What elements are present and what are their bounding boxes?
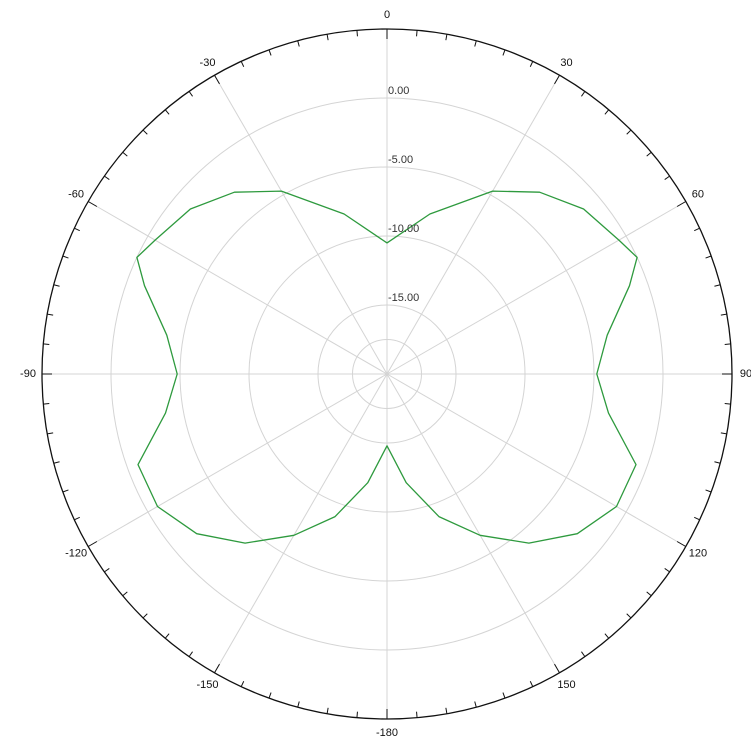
angle-tick (445, 34, 448, 41)
angle-tick-label: 150 (557, 679, 575, 691)
angle-tick (62, 255, 69, 259)
angle-tick (62, 489, 69, 493)
angle-tick (724, 403, 731, 405)
angle-tick (142, 613, 148, 619)
angle-tick (297, 701, 300, 708)
angle-tick (705, 255, 712, 259)
angle-tick (43, 343, 50, 345)
angle-tick (626, 613, 632, 619)
angle-tick (694, 227, 700, 232)
angle-tick (581, 651, 586, 657)
ring-label: 0.00 (388, 85, 409, 97)
angle-tick (74, 227, 80, 232)
grid-spoke (386, 201, 687, 375)
angle-tick (214, 663, 220, 674)
angle-tick (164, 633, 170, 639)
angle-tick (268, 692, 272, 699)
angle-tick (74, 516, 80, 521)
series-line (136, 190, 638, 544)
angle-tick (714, 461, 721, 464)
angle-tick (188, 651, 193, 657)
angle-tick (724, 343, 731, 345)
angle-tick (164, 109, 170, 115)
angle-tick (529, 61, 534, 67)
angle-tick (529, 681, 534, 687)
angle-tick (720, 313, 727, 316)
grid-spoke (386, 74, 560, 375)
angle-tick (676, 201, 687, 207)
angle-tick (240, 681, 245, 687)
angle-tick (474, 701, 477, 708)
angle-tick (53, 284, 60, 287)
angle-tick-label: -30 (200, 57, 216, 69)
angle-tick (142, 129, 148, 135)
angle-tick (604, 633, 610, 639)
angle-tick (694, 516, 700, 521)
angle-tick (502, 692, 506, 699)
ring-label: -10.00 (388, 223, 419, 235)
angle-tick (445, 707, 448, 714)
angle-tick-label: 0 (384, 9, 390, 21)
angle-tick (416, 30, 418, 37)
angle-tick (122, 591, 128, 597)
grid-spoke (214, 74, 388, 375)
angle-tick (664, 175, 670, 180)
angle-tick (268, 49, 272, 56)
grid-spoke (214, 373, 388, 674)
grid-spoke (87, 373, 388, 547)
angle-tick (720, 432, 727, 435)
angle-tick-label: -90 (20, 368, 36, 380)
angle-tick-label: 90 (740, 368, 751, 380)
angle-tick (604, 109, 610, 115)
angle-tick-label: -150 (196, 679, 218, 691)
angle-tick (87, 201, 98, 207)
angle-tick (581, 91, 586, 97)
angle-tick-label: -60 (68, 188, 84, 200)
angle-tick (47, 432, 54, 435)
angle-tick-label: 60 (692, 188, 704, 200)
angle-tick (104, 175, 110, 180)
angle-tick-label: -180 (376, 727, 398, 739)
ring-label: -15.00 (388, 292, 419, 304)
grid-spoke (87, 201, 388, 375)
angle-tick-label: 120 (689, 547, 707, 559)
angle-tick (43, 403, 50, 405)
angle-tick (554, 663, 560, 674)
angle-tick (502, 49, 506, 56)
angle-tick (705, 489, 712, 493)
angle-tick (474, 40, 477, 47)
angle-tick (87, 541, 98, 547)
angle-tick (326, 707, 329, 714)
series-layer (136, 190, 638, 544)
polar-grid (42, 29, 732, 719)
angle-tick (326, 34, 329, 41)
angle-tick (214, 74, 220, 85)
angle-tick (297, 40, 300, 47)
angle-tick (554, 74, 560, 85)
angle-tick (356, 30, 358, 37)
angle-tick (676, 541, 687, 547)
angle-tick (188, 91, 193, 97)
angle-tick (664, 568, 670, 573)
angle-tick (714, 284, 721, 287)
grid-spoke (386, 373, 560, 674)
angle-tick (626, 129, 632, 135)
outer-scale (41, 28, 733, 720)
grid-spoke (386, 373, 687, 547)
angle-tick-label: -120 (65, 547, 87, 559)
angle-tick (53, 461, 60, 464)
angle-tick (416, 711, 418, 718)
angle-tick (646, 591, 652, 597)
angle-tick-label: 30 (560, 57, 572, 69)
angle-tick (646, 151, 652, 157)
ring-label: -5.00 (388, 154, 413, 166)
label-layer: 0 30 60 90 120 150 -180 -150 -120 -90 -60 -30 0.00 -5… (20, 9, 751, 739)
angle-tick (240, 61, 245, 67)
angle-tick (356, 711, 358, 718)
angle-tick (104, 568, 110, 573)
angle-tick (122, 151, 128, 157)
angle-tick (47, 313, 54, 316)
